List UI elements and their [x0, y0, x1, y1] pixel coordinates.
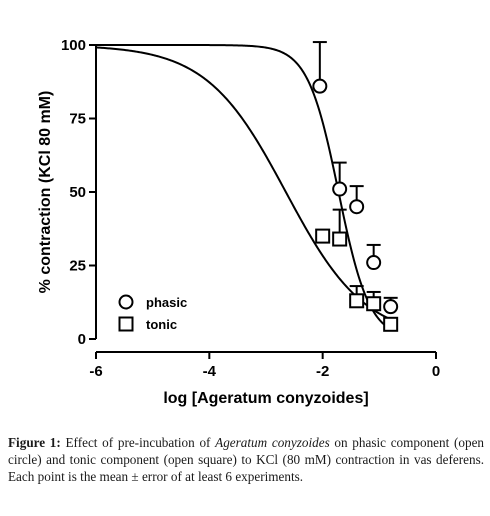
caption-species: Ageratum conyzoides	[215, 435, 330, 450]
phasic-fit-curve	[96, 44, 392, 331]
legend: phasic tonic	[118, 294, 187, 332]
phasic-point	[366, 255, 382, 271]
data-points	[312, 78, 399, 332]
tonic-fit-curve	[95, 46, 392, 321]
axes: 0 25 50 75 100 -6 -4 -2 0	[61, 37, 440, 380]
legend-phasic-marker	[118, 294, 134, 310]
y-tick-label: 0	[78, 331, 86, 348]
x-axis-label: log [Ageratum conyzoides]	[163, 390, 368, 407]
dose-response-chart: 0 25 50 75 100 -6 -4 -2 0 phasic tonic log [Agera…	[37, 37, 440, 407]
tonic-point	[349, 293, 365, 309]
tonic-point	[315, 228, 331, 244]
x-tick-label: -4	[203, 363, 217, 380]
phasic-point	[349, 199, 365, 215]
figure-caption: Figure 1: Effect of pre-incubation of Ag…	[8, 434, 484, 485]
x-tick-label: -6	[89, 363, 102, 380]
legend-phasic-label: phasic	[146, 295, 187, 310]
caption-text-before: Effect of pre-incubation of	[65, 435, 211, 450]
y-tick-label: 50	[69, 184, 86, 201]
legend-tonic-marker	[118, 316, 134, 332]
figure-label: Figure 1:	[8, 435, 61, 450]
phasic-point	[383, 299, 399, 315]
y-axis-label: % contraction (KCl 80 mM)	[37, 91, 54, 294]
y-tick-label: 100	[61, 37, 86, 54]
x-tick-label: 0	[432, 363, 440, 380]
x-tick-label: -2	[316, 363, 329, 380]
fit-curves	[95, 44, 392, 331]
tonic-point	[366, 296, 382, 312]
y-tick-label: 25	[69, 258, 86, 275]
legend-tonic-label: tonic	[146, 317, 177, 332]
phasic-point	[312, 78, 328, 94]
tonic-point	[383, 316, 399, 332]
y-tick-label: 75	[69, 111, 86, 128]
tonic-point	[332, 231, 348, 247]
caption-text-after: on phasic component (open circle) and to…	[8, 435, 485, 484]
phasic-point	[332, 181, 348, 197]
